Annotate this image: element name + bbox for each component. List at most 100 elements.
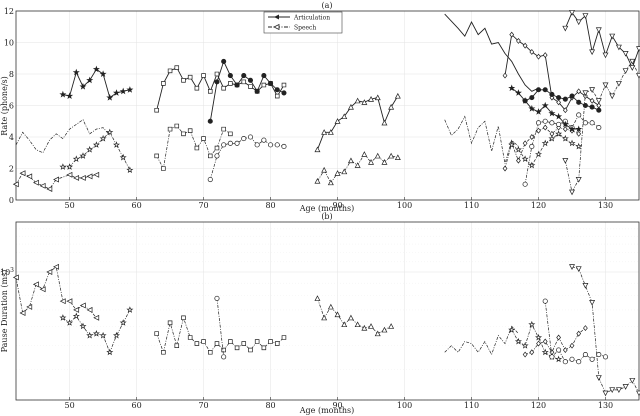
panel-a-point-diamond	[522, 140, 528, 147]
panel-a-point-square	[187, 128, 193, 133]
panel-a-point-circle	[589, 120, 595, 126]
panel-a-point-circle	[227, 140, 233, 146]
panel-a: (a) Rate (phone/s) Age (months) 50 60 70 80…	[0, 1, 640, 213]
panel-a-point-diamond	[522, 42, 528, 49]
panel-b-series	[12, 263, 640, 397]
panel-a-point-triangle-left	[93, 171, 100, 178]
panel-a-point-star	[59, 90, 67, 98]
panel-a-ytick-label: 8	[9, 70, 14, 79]
panel-a-point-star	[79, 82, 87, 90]
panel-b-point-triangle-up	[334, 311, 341, 318]
panel-b-point-triangle-down	[582, 283, 589, 289]
panel-a-point-star	[568, 139, 576, 147]
panel-b-point-square	[254, 339, 260, 344]
panel-b-point-circle	[549, 354, 555, 360]
panel-b-point-triangle-left	[39, 286, 46, 293]
panel-a-series-line-2	[62, 68, 130, 99]
panel-a-point-diamond	[542, 52, 548, 59]
panel-a-point-triangle-up	[354, 97, 361, 104]
panel-b-grid	[16, 221, 639, 401]
panel-a-point-star	[561, 134, 569, 142]
panel-a-point-circle	[576, 99, 582, 105]
panel-b-point-square	[154, 331, 159, 336]
panel-a-point-circle	[596, 125, 602, 131]
panel-a-point-triangle-down	[562, 158, 569, 164]
panel-a-point-circle	[274, 87, 280, 93]
panel-a-point-square	[207, 153, 213, 159]
panel-b-point-circle	[582, 351, 588, 358]
panel-a-point-triangle-up	[388, 103, 395, 110]
panel-b-point-diamond	[562, 347, 568, 353]
panel-b-point-diamond	[542, 338, 548, 345]
panel-b-point-diamond	[529, 349, 535, 356]
panel-a-point-triangle-up	[327, 129, 334, 135]
panel-b-title: (b)	[321, 212, 332, 221]
legend-label-articulation: Articulation	[293, 15, 330, 22]
panel-a-point-square	[228, 131, 233, 137]
panel-b-series-line-3	[216, 298, 225, 357]
panel-a-series-line-19	[564, 60, 640, 194]
panel-a-point-triangle-down	[629, 65, 636, 71]
panel-b-point-square	[221, 347, 226, 353]
panel-a-point-star	[508, 141, 516, 148]
panel-a-point-star	[555, 130, 563, 137]
panel-a-point-star	[535, 150, 543, 158]
panel-a-point-diamond	[576, 130, 582, 137]
panel-a-point-triangle-left	[12, 181, 19, 188]
panel-a-series-line-3	[62, 131, 131, 171]
panel-a-point-square	[181, 131, 186, 137]
panel-a-point-circle	[535, 120, 542, 126]
panel-a-point-star	[119, 153, 127, 161]
panel-a-ytick-label: 2	[9, 165, 14, 174]
panel-b-point-square	[167, 320, 173, 326]
legend-marker-articulation	[274, 14, 279, 20]
panel-b-point-triangle-down	[589, 300, 596, 306]
panel-b-point-circle	[221, 354, 227, 360]
panel-b-point-square	[281, 335, 287, 340]
panel-a-point-triangle-up	[361, 99, 368, 105]
panel-b-point-triangle-down	[575, 266, 582, 272]
panel-a-point-circle	[254, 88, 260, 94]
panel-a-point-square	[201, 136, 206, 141]
panel-a-point-star	[66, 92, 74, 100]
panel-b-point-triangle-left	[32, 281, 39, 288]
panel-a-point-square	[167, 68, 173, 74]
panel-b-point-triangle-up	[381, 326, 388, 333]
panel-a-point-star	[112, 89, 120, 96]
panel-b-point-diamond	[536, 340, 541, 347]
panel-a-point-star	[514, 145, 522, 153]
panel-b-point-star	[112, 331, 120, 339]
panel-a-point-circle	[542, 87, 548, 93]
panel-b-point-square	[274, 341, 280, 346]
panel-a-point-triangle-left	[86, 173, 93, 180]
panel-b-point-square	[214, 341, 220, 346]
panel-a-point-circle	[549, 91, 555, 98]
panel-b-point-diamond	[576, 330, 582, 337]
panel-a-point-diamond	[502, 72, 508, 79]
panel-b-point-triangle-down	[629, 378, 636, 384]
panel-a-point-star	[92, 141, 100, 148]
panel-a-point-diamond	[576, 88, 582, 95]
panel-b-point-star	[99, 331, 107, 339]
panel-a-point-triangle-down	[575, 19, 582, 26]
panel-b-point-square	[161, 349, 166, 355]
panel-b-point-star	[59, 314, 67, 321]
panel-a-point-circle	[549, 120, 555, 126]
panel-b-point-square	[207, 349, 213, 355]
panel-a-point-triangle-down	[636, 73, 640, 79]
panel-a-xtick-label: 120	[531, 201, 546, 210]
panel-b-point-square	[228, 339, 233, 344]
panel-a-point-star	[86, 76, 94, 84]
panel-b-point-square	[187, 335, 193, 340]
panel-a-point-circle	[281, 143, 287, 150]
panel-a-point-square	[174, 123, 180, 129]
panel-a-point-triangle-up	[394, 92, 401, 99]
panel-a-series-line-17	[511, 133, 579, 166]
panel-a-point-triangle-up	[334, 170, 341, 176]
panel-a-point-star	[548, 134, 556, 142]
panel-b-xtick-label: 80	[265, 401, 275, 410]
panel-a-point-circle	[261, 73, 267, 79]
panel-b-point-square	[181, 315, 186, 321]
panel-a-point-circle	[522, 181, 528, 187]
panel-a-point-triangle-up	[314, 177, 321, 184]
